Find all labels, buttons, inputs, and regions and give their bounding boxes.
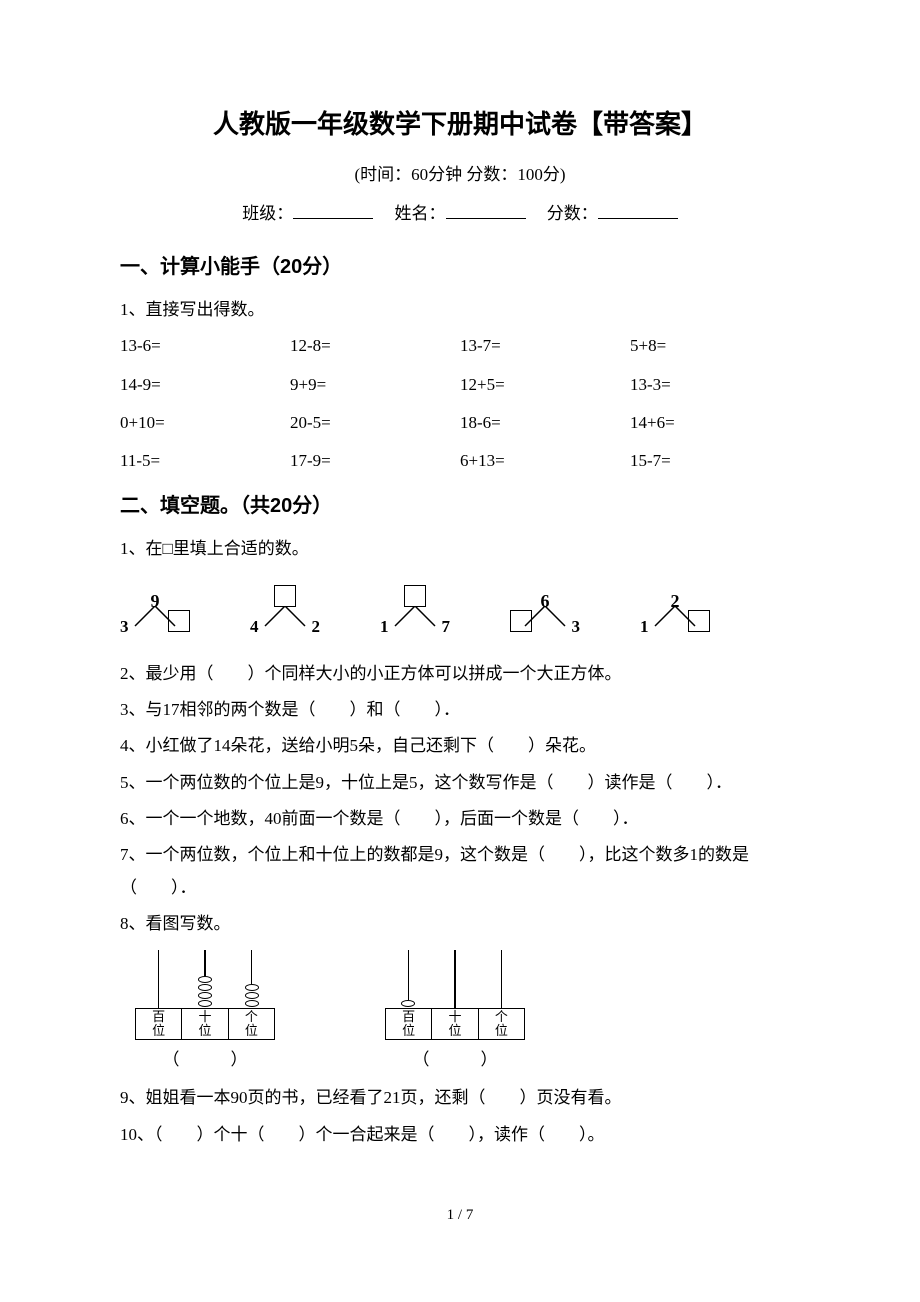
bond-box[interactable] [404, 585, 426, 607]
number-bond: 21 [640, 584, 710, 644]
q1-label: 1、直接写出得数。 [120, 294, 800, 326]
calc-item: 12-8= [290, 330, 460, 362]
bond-box[interactable] [688, 610, 710, 632]
calc-item: 5+8= [630, 330, 800, 362]
score-blank[interactable] [598, 202, 678, 219]
calc-item: 13-3= [630, 369, 800, 401]
bond-box[interactable] [510, 610, 532, 632]
bond-left: 3 [120, 611, 129, 643]
s2-q3: 3、与17相邻的两个数是（ ）和（ ）． [120, 694, 800, 726]
class-label: 班级： [242, 204, 293, 223]
abacus-bead [245, 984, 259, 991]
abacus-answer-blank[interactable]: （ ） [380, 1044, 530, 1076]
name-label: 姓名： [395, 204, 446, 223]
calc-grid: 13-6=12-8=13-7=5+8= 14-9=9+9=12+5=13-3= 0+… [120, 330, 800, 477]
abacus: 百 位十 位个 位 （ ） [130, 950, 280, 1076]
page-footer: 1 / 7 [120, 1201, 800, 1230]
abacus-col-label: 百 位 [136, 1009, 182, 1039]
calc-item: 14-9= [120, 369, 290, 401]
calc-item: 0+10= [120, 407, 290, 439]
bond-box[interactable] [274, 585, 296, 607]
section2-title: 二、填空题。（共20分） [120, 487, 800, 525]
score-label: 分数： [547, 204, 598, 223]
s2-q8-label: 8、看图写数。 [120, 908, 800, 940]
abacus-rod [182, 950, 229, 1008]
abacus-bead [198, 1000, 212, 1007]
section1-title: 一、计算小能手（20分） [120, 248, 800, 286]
bond-row: 9342176321 [120, 584, 800, 644]
bond-right [168, 610, 190, 643]
calc-item: 14+6= [630, 407, 800, 439]
calc-item: 6+13= [460, 445, 630, 477]
calc-item: 15-7= [630, 445, 800, 477]
abacus-bead [401, 1000, 415, 1007]
bond-box[interactable] [168, 610, 190, 632]
s2-q2: 2、最少用（ ）个同样大小的小正方体可以拼成一个大正方体。 [120, 658, 800, 690]
exam-title: 人教版一年级数学下册期中试卷【带答案】 [120, 100, 800, 149]
calc-item: 13-6= [120, 330, 290, 362]
s2-q7: 7、一个两位数，个位上和十位上的数都是9，这个数是（ ），比这个数多1的数是（ … [120, 839, 800, 904]
calc-item: 12+5= [460, 369, 630, 401]
bond-left [510, 610, 532, 643]
name-blank[interactable] [446, 202, 526, 219]
calc-item: 13-7= [460, 330, 630, 362]
abacus-bead [245, 992, 259, 999]
bond-left: 1 [380, 611, 389, 643]
s2-q6: 6、一个一个地数，40前面一个数是（ ），后面一个数是（ ）． [120, 803, 800, 835]
calc-item: 11-5= [120, 445, 290, 477]
s2-q4: 4、小红做了14朵花，送给小明5朵，自己还剩下（ ）朵花。 [120, 730, 800, 762]
abacus-bead [198, 992, 212, 999]
bond-right: 3 [572, 611, 581, 643]
abacus-rod [385, 950, 432, 1008]
abacus-col-label: 个 位 [229, 1009, 274, 1039]
abacus-row: 百 位十 位个 位（ ）百 位十 位个 位（ ） [130, 950, 800, 1076]
s2-q9: 9、姐姐看一本90页的书，已经看了21页，还剩（ ）页没有看。 [120, 1082, 800, 1114]
number-bond: 42 [250, 584, 320, 644]
calc-item: 17-9= [290, 445, 460, 477]
abacus: 百 位十 位个 位 （ ） [380, 950, 530, 1076]
abacus-bead [198, 984, 212, 991]
s2-q5: 5、一个两位数的个位上是9，十位上是5，这个数写作是（ ）读作是（ ）． [120, 767, 800, 799]
abacus-col-label: 十 位 [432, 1009, 478, 1039]
abacus-col-label: 个 位 [479, 1009, 524, 1039]
number-bond: 63 [510, 584, 580, 644]
abacus-rod [228, 950, 275, 1008]
class-blank[interactable] [293, 202, 373, 219]
bond-right: 2 [312, 611, 321, 643]
info-row: 班级： 姓名： 分数： [120, 198, 800, 230]
bond-left: 1 [640, 611, 649, 643]
s2-q10: 10、（ ）个十（ ）个一合起来是（ ），读作（ ）。 [120, 1119, 800, 1151]
abacus-rod [478, 950, 525, 1008]
abacus-col-label: 百 位 [386, 1009, 432, 1039]
calc-item: 9+9= [290, 369, 460, 401]
bond-left: 4 [250, 611, 259, 643]
bond-right [688, 610, 710, 643]
exam-subtitle: (时间：60分钟 分数：100分) [120, 159, 800, 191]
calc-item: 20-5= [290, 407, 460, 439]
bond-right: 7 [442, 611, 451, 643]
number-bond: 93 [120, 584, 190, 644]
number-bond: 17 [380, 584, 450, 644]
abacus-rod [432, 950, 479, 1008]
abacus-col-label: 十 位 [182, 1009, 228, 1039]
calc-item: 18-6= [460, 407, 630, 439]
abacus-bead [198, 976, 212, 983]
abacus-rod [135, 950, 182, 1008]
abacus-bead [245, 1000, 259, 1007]
s2-q1: 1、在□里填上合适的数。 [120, 533, 800, 565]
abacus-answer-blank[interactable]: （ ） [130, 1044, 280, 1076]
